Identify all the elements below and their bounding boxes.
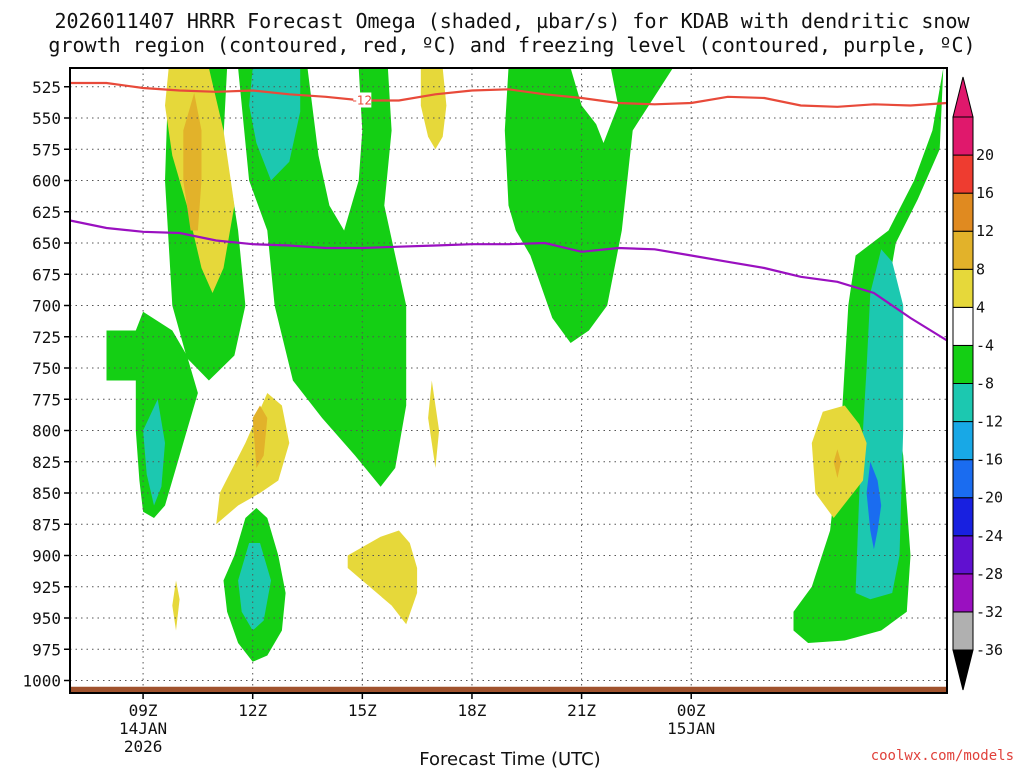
- omega-region-orange-center: [252, 405, 268, 468]
- omega-region-teal-left-lower: [143, 399, 165, 506]
- colorbar-box--8: [952, 344, 974, 384]
- omega-region-teal-upper: [249, 68, 301, 181]
- omega-region-yellow-mid-small: [428, 380, 440, 468]
- colorbar-box--28: [952, 535, 974, 575]
- contour-label-bg: [353, 92, 372, 108]
- x-tick-label-18Z: 18Z: [458, 701, 487, 720]
- colorbar-box-16: [952, 154, 974, 194]
- y-tick-label-725: 725: [32, 328, 61, 347]
- y-tick-label-675: 675: [32, 265, 61, 284]
- colorbar-label--20: -20: [976, 489, 1003, 507]
- colorbar-label--8: -8: [976, 375, 994, 393]
- y-tick-label-575: 575: [32, 140, 61, 159]
- omega-region-yellow-bottom-left-tiny: [172, 580, 180, 631]
- colorbar-label-4: 4: [976, 298, 985, 316]
- contour-dendritic-growth -12C: [70, 81, 947, 108]
- colorbar-over-arrow: [952, 76, 974, 118]
- credit-text: coolwx.com/models: [871, 748, 1014, 764]
- colorbar-label--28: -28: [976, 565, 1003, 583]
- colorbar-box--20: [952, 459, 974, 499]
- y-tick-label-775: 775: [32, 390, 61, 409]
- omega-region-green-upper-tower: [238, 68, 407, 487]
- colorbar-label-8: 8: [976, 260, 985, 278]
- x-tick-label-14JAN: 14JAN: [119, 719, 167, 738]
- colorbar-label--4: -4: [976, 336, 994, 354]
- colorbar-box--12: [952, 383, 974, 423]
- y-tick-label-925: 925: [32, 578, 61, 597]
- omega-region-yellow-right-top: [420, 68, 447, 150]
- y-tick-label-800: 800: [32, 422, 61, 441]
- chart-title-line-1: 2026011407 HRRR Forecast Omega (shaded, …: [54, 9, 970, 33]
- chart-title-line-2: growth region (contoured, red, ºC) and f…: [48, 33, 975, 57]
- colorbar-box--36: [952, 611, 974, 651]
- colorbar-label--32: -32: [976, 603, 1003, 621]
- y-tick-label-625: 625: [32, 203, 61, 222]
- y-tick-label-850: 850: [32, 484, 61, 503]
- colorbar-box-12: [952, 192, 974, 232]
- omega-region-green-right-tower: [504, 68, 673, 343]
- x-tick-label-12Z: 12Z: [238, 701, 267, 720]
- y-tick-label-950: 950: [32, 609, 61, 628]
- omega-region-blue-right-core: [866, 461, 882, 550]
- y-tick-label-975: 975: [32, 640, 61, 659]
- colorbar-box--4: [952, 306, 974, 346]
- colorbar-box--24: [952, 497, 974, 537]
- contour-label: -12: [353, 94, 373, 108]
- omega-region-teal-bottom-blob: [238, 543, 271, 631]
- x-tick-label-21Z: 21Z: [567, 701, 596, 720]
- colorbar-box-4: [952, 268, 974, 308]
- colorbar-label-20: 20: [976, 146, 994, 164]
- colorbar-under-arrow: [952, 649, 974, 691]
- colorbar-label--12: -12: [976, 413, 1003, 431]
- colorbar-label--36: -36: [976, 641, 1003, 659]
- plot-frame: [69, 67, 948, 694]
- y-tick-label-825: 825: [32, 453, 61, 472]
- contour-layer: -12: [70, 81, 947, 342]
- y-tick-label-1000: 1000: [22, 672, 61, 691]
- y-tick-label-700: 700: [32, 297, 61, 316]
- x-tick-label-2026: 2026: [124, 737, 163, 756]
- y-tick-label-600: 600: [32, 172, 61, 191]
- y-tick-label-900: 900: [32, 547, 61, 566]
- x-tick-label-15Z: 15Z: [348, 701, 377, 720]
- y-tick-label-525: 525: [32, 78, 61, 97]
- x-tick-label-00Z: 00Z: [677, 701, 706, 720]
- omega-region-yellow-bottom-mid: [347, 530, 418, 625]
- y-axis: 525 550 575 600 625 650 675 700 725 750 775 800 825 8…: [22, 78, 70, 691]
- colorbar-box--32: [952, 573, 974, 613]
- colorbar-box-20: [952, 116, 974, 156]
- colorbar: -36 -32 -28 -24 -20 -16 -12 -8 -4 4 8 12 16 20: [952, 76, 1003, 691]
- y-tick-label-650: 650: [32, 234, 61, 253]
- contour-freezing level 0C: [70, 219, 947, 342]
- colorbar-box--16: [952, 421, 974, 461]
- colorbar-label--24: -24: [976, 527, 1003, 545]
- omega-region-teal-right-column: [855, 249, 904, 600]
- colorbar-box-8: [952, 230, 974, 270]
- colorbar-label--16: -16: [976, 451, 1003, 469]
- colorbar-label-16: 16: [976, 184, 994, 202]
- y-tick-label-875: 875: [32, 515, 61, 534]
- terrain-strip: [70, 686, 947, 693]
- omega-region-orange-left: [183, 93, 202, 231]
- colorbar-label-12: 12: [976, 222, 994, 240]
- x-axis-label: Forecast Time (UTC): [419, 749, 600, 768]
- x-tick-label-15JAN: 15JAN: [667, 719, 715, 738]
- y-tick-label-750: 750: [32, 359, 61, 378]
- omega-region-orange-right-small: [833, 449, 841, 478]
- y-tick-label-550: 550: [32, 109, 61, 128]
- x-tick-label-09Z: 09Z: [129, 701, 158, 720]
- omega-shading-layer: [106, 68, 944, 662]
